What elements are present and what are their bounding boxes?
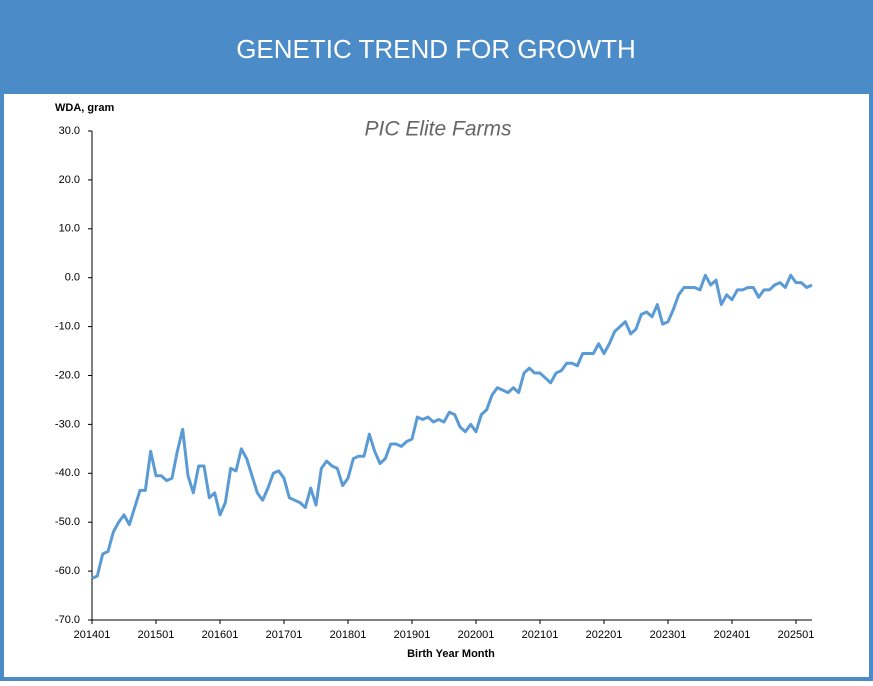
x-tick-label: 201501	[138, 629, 175, 641]
y-tick-label: -40.0	[55, 467, 80, 479]
x-tick-label: 202501	[778, 629, 815, 641]
x-tick-label: 201701	[266, 629, 303, 641]
y-tick-label: 0.0	[65, 272, 80, 284]
x-axis-label: Birth Year Month	[407, 648, 495, 660]
y-tick-label: -30.0	[55, 418, 80, 430]
y-tick-label: -60.0	[55, 565, 80, 577]
y-tick-label: -10.0	[55, 321, 80, 333]
chart-title: GENETIC TREND FOR GROWTH	[236, 34, 636, 64]
y-tick-label: -20.0	[55, 369, 80, 381]
x-tick-label: 202101	[522, 629, 559, 641]
x-tick-label: 202201	[586, 629, 623, 641]
chart-subtitle: PIC Elite Farms	[364, 118, 512, 141]
x-tick-label: 202301	[650, 629, 687, 641]
header	[4, 4, 869, 94]
x-tick-label: 202401	[714, 629, 751, 641]
y-tick-label: -70.0	[55, 614, 80, 626]
x-tick-label: 201601	[202, 629, 239, 641]
y-tick-label: 20.0	[59, 174, 80, 186]
x-tick-label: 201901	[394, 629, 431, 641]
x-tick-label: 201401	[74, 629, 111, 641]
y-tick-label: 10.0	[59, 223, 80, 235]
y-axis-label: WDA, gram	[55, 102, 115, 114]
x-tick-label: 202001	[458, 629, 495, 641]
y-tick-label: -50.0	[55, 516, 80, 528]
y-tick-label: 30.0	[59, 125, 80, 137]
x-tick-label: 201801	[330, 629, 367, 641]
data-line	[91, 273, 813, 580]
